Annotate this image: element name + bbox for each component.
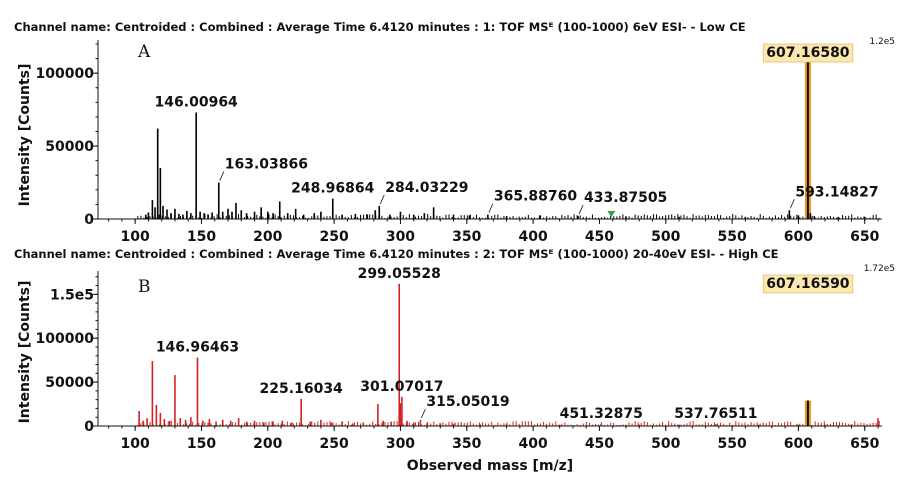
x-tick-label: 500 [651, 436, 680, 452]
peak-label: 248.96864 [291, 181, 375, 197]
peak-label: 225.16034 [260, 381, 344, 397]
peak-label: 301.07017 [360, 379, 443, 395]
peak-label-box [762, 43, 854, 63]
peak-label: 451.32875 [560, 406, 643, 422]
y-tick-label: 0 [84, 419, 94, 435]
x-tick-label: 550 [717, 229, 746, 245]
x-tick-label: 450 [585, 229, 614, 245]
peak-marker-icon [607, 211, 616, 217]
panel-label-a: A [137, 42, 151, 62]
x-tick-label: 200 [253, 436, 282, 452]
x-tick-label: 150 [187, 229, 216, 245]
x-axis-label: Observed mass [m/z] [407, 458, 573, 474]
axes-a: 0 50000 100000 100 150 200 250 300 350 400 450 500 5… [36, 40, 882, 245]
scale-label-a: 1.2e5 [869, 37, 895, 47]
peak-label: 163.03866 [225, 157, 308, 173]
x-tick-label: 350 [452, 436, 481, 452]
x-tick-label: 650 [850, 436, 879, 452]
x-tick-label: 300 [386, 436, 415, 452]
y-axis-label-a: Intensity [Counts] [17, 64, 33, 207]
x-tick-label: 100 [121, 229, 150, 245]
peak-label: 593.14827 [795, 184, 878, 200]
y-tick-label: 0 [84, 212, 94, 228]
channel-header-a: Channel name: Centroided : Combined : Av… [14, 20, 746, 34]
x-tick-label: 600 [784, 436, 813, 452]
panel-label-b: B [138, 277, 151, 297]
x-tick-label: 400 [518, 436, 547, 452]
x-tick-label: 600 [784, 229, 813, 245]
x-tick-label: 100 [121, 436, 150, 452]
y-tick-label: 50000 [45, 139, 94, 155]
peak-label-leader [578, 204, 584, 215]
x-tick-label: 150 [187, 436, 216, 452]
peak-label-leader [219, 171, 225, 181]
channel-header-b: Channel name: Centroided : Combined : Av… [14, 247, 779, 261]
peak-label: 607.16580 [766, 45, 850, 61]
y-tick-label: 100000 [36, 66, 95, 82]
scale-label-b: 1.72e5 [864, 264, 895, 274]
peak-labels-b: 146.96463 225.16034 299.05528 301.07017315.… [156, 266, 854, 422]
peak-labels-a: 146.00964 163.03866 248.96864 284.03229 365.… [155, 43, 879, 215]
x-tick-label: 250 [320, 436, 349, 452]
peak-label: 433.87505 [584, 190, 667, 206]
y-axis-label-b: Intensity [Counts] [17, 281, 33, 424]
spectrum-panel-b: Channel name: Centroided : Combined : Av… [14, 247, 895, 474]
peak-label: 299.05528 [358, 266, 441, 282]
x-tick-label: 350 [452, 229, 481, 245]
peak-label-leader [789, 199, 795, 209]
y-tick-label: 1.5e5 [50, 287, 94, 303]
y-tick-label: 100000 [36, 331, 95, 347]
peak-label: 284.03229 [385, 180, 468, 196]
x-tick-label: 300 [386, 229, 415, 245]
peak-label: 315.05019 [426, 394, 509, 410]
peak-label-leader [421, 408, 426, 419]
peak-label: 607.16590 [766, 276, 850, 292]
baseline-noise [137, 421, 880, 426]
spectrum-panel-a: Channel name: Centroided : Combined : Av… [14, 20, 895, 245]
peak-label: 365.88760 [494, 189, 578, 205]
peak-label: 537.76511 [674, 406, 757, 422]
peak-label-leader [488, 203, 494, 213]
x-tick-label: 500 [651, 229, 680, 245]
peak-label: 146.00964 [155, 95, 239, 111]
baseline-noise [137, 214, 880, 219]
x-tick-label: 250 [320, 229, 349, 245]
axes-b: 0 50000 100000 1.5e5 100 150 200 250 300 350 400 45… [36, 271, 882, 452]
x-tick-label: 400 [518, 229, 547, 245]
peak-label: 146.96463 [156, 340, 239, 356]
y-tick-label: 50000 [45, 375, 94, 391]
peak-label-box [762, 274, 854, 294]
peak-bars-a [137, 57, 880, 219]
x-tick-label: 650 [850, 229, 879, 245]
x-tick-label: 550 [717, 436, 746, 452]
peak-label-leader [379, 194, 385, 205]
x-tick-label: 200 [253, 229, 282, 245]
x-tick-label: 450 [585, 436, 614, 452]
